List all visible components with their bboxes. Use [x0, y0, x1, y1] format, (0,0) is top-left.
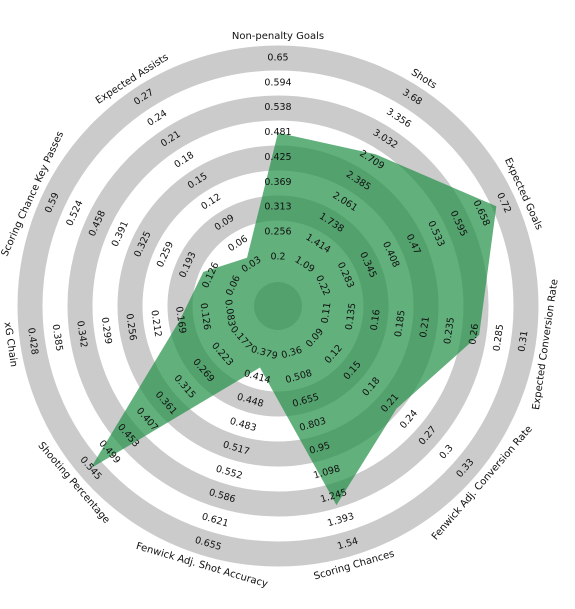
- tick-label: 0.212: [148, 309, 163, 337]
- tick-label: 0.299: [99, 316, 114, 344]
- tick-label: 0.235: [442, 316, 457, 344]
- tick-label: 0.24: [398, 408, 420, 431]
- tick-label: 0.552: [214, 464, 243, 482]
- tick-label: 0.169: [173, 306, 188, 334]
- tick-label: 0.538: [264, 102, 291, 113]
- tick-label: 1.393: [326, 511, 355, 529]
- tick-label: 0.2: [270, 252, 285, 263]
- tick-label: 0.24: [145, 108, 169, 129]
- tick-label: 0.313: [264, 202, 291, 213]
- tick-label: 0.26: [467, 323, 481, 346]
- tick-label: 0.342: [74, 320, 89, 348]
- tick-label: 0.428: [25, 327, 40, 355]
- tick-label: 0.083: [222, 299, 237, 327]
- tick-label: 0.481: [264, 127, 291, 138]
- tick-label: 0.65: [267, 53, 288, 64]
- ring: [17, 45, 539, 567]
- tick-label: 0.21: [418, 316, 432, 339]
- tick-label: 0.126: [198, 302, 213, 330]
- tick-label: 0.256: [264, 227, 291, 238]
- tick-label: 0.285: [491, 324, 506, 352]
- tick-label: 0.483: [228, 416, 257, 434]
- tick-label: 0.385: [50, 324, 65, 352]
- tick-label: 0.594: [264, 77, 291, 88]
- tick-label: 0.259: [155, 240, 176, 269]
- tick-label: 0.31: [517, 330, 531, 353]
- tick-label: 0.18: [172, 150, 196, 171]
- radar-area: [90, 132, 497, 506]
- tick-label: 0.391: [110, 219, 131, 248]
- tick-label: 0.12: [199, 192, 223, 213]
- tick-label: 0.425: [264, 152, 291, 163]
- axis-label: Non-penalty Goals: [232, 31, 324, 42]
- axis-label: xG Chain: [2, 321, 19, 368]
- tick-label: 0.185: [393, 309, 408, 337]
- tick-label: 0.135: [344, 302, 359, 330]
- tick-label: 0.11: [320, 302, 334, 325]
- tick-label: 0.524: [64, 199, 85, 228]
- tick-label: 0.256: [123, 313, 138, 341]
- tick-label: 0.3: [438, 443, 456, 462]
- tick-label: 0.621: [200, 511, 229, 529]
- tick-label: 0.369: [264, 177, 291, 188]
- tick-label: 0.16: [369, 309, 383, 332]
- tick-label: 0.06: [226, 234, 250, 255]
